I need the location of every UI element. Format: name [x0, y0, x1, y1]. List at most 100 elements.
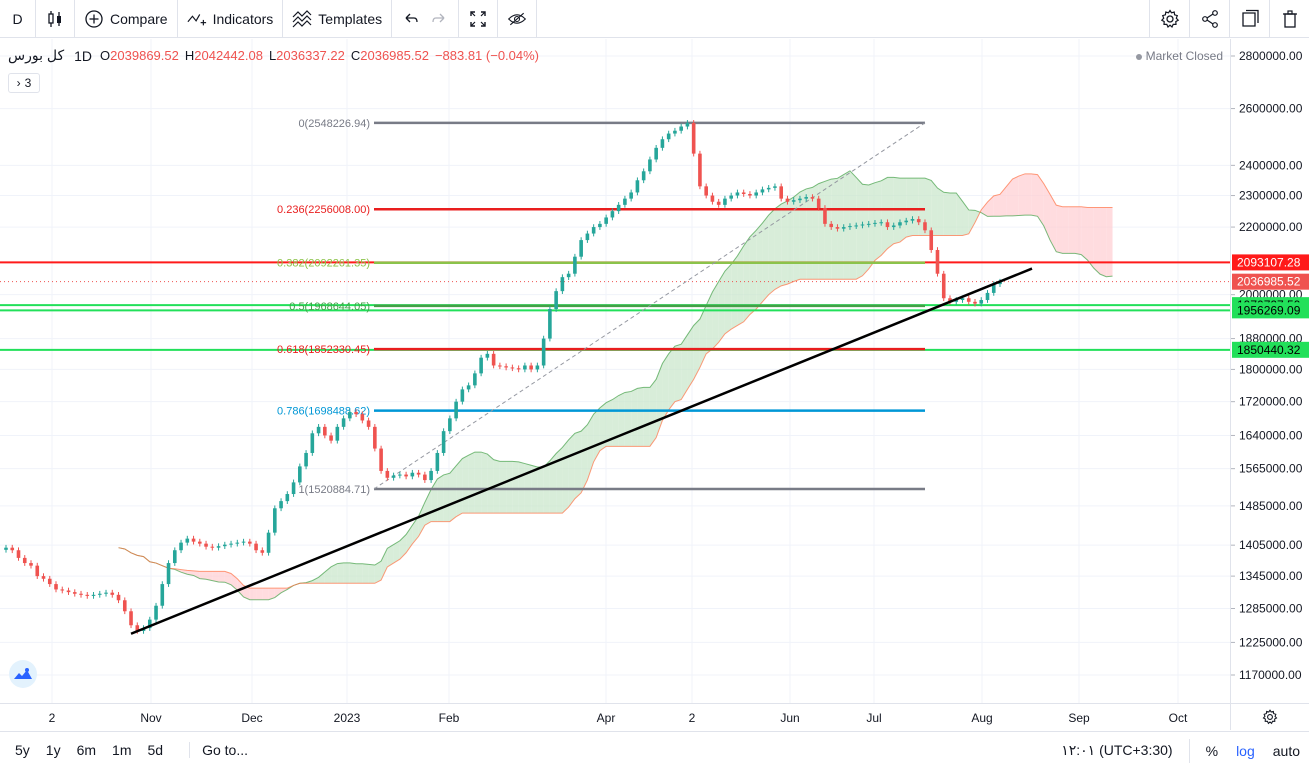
bottom-toolbar: 5y 1y 6m 1m 5d Go to... ۱۲:۰۱ (UTC+3:30)… — [0, 731, 1309, 768]
candle-body — [835, 227, 840, 229]
undo-button[interactable] — [392, 0, 425, 38]
candle-body — [979, 300, 984, 304]
cloud-segment — [793, 192, 800, 282]
cloud-segment — [849, 170, 857, 280]
tradingview-logo[interactable] — [9, 660, 37, 688]
time-tick-label: 2 — [49, 711, 56, 725]
goto-button[interactable]: Go to... — [189, 742, 248, 758]
share-button[interactable] — [1189, 0, 1229, 38]
cloud-segment — [599, 402, 607, 451]
candle-body — [673, 130, 677, 134]
chart-type-button[interactable] — [36, 0, 75, 38]
candlestick-series — [4, 120, 1002, 634]
indicators-toggle-button[interactable]: › 3 — [8, 73, 40, 93]
price-badge-label: 1850440.32 — [1237, 343, 1301, 357]
candle-body — [391, 475, 396, 478]
trend-line — [130, 267, 1033, 635]
cloud-segment — [449, 465, 457, 522]
percent-scale-button[interactable]: % — [1205, 742, 1219, 759]
templates-button[interactable]: Templates — [283, 0, 393, 38]
candle-body — [229, 543, 233, 545]
symbol-name[interactable]: کل بورس — [8, 47, 65, 63]
auto-scale-button[interactable]: auto — [1272, 742, 1300, 759]
fullscreen-button[interactable] — [459, 0, 499, 38]
chart-pane[interactable]: 0(2548226.94) 0.236(2256008.00) 0.382(2092… — [0, 39, 1230, 703]
candle-body — [97, 593, 102, 595]
candle-body — [266, 532, 271, 553]
cloud-segment — [1087, 207, 1094, 269]
candle-body — [754, 192, 758, 196]
time-tick-label: Sep — [1068, 711, 1090, 725]
redo-button[interactable] — [425, 0, 460, 38]
legend-change: −883.81 (−0.04%) — [434, 48, 540, 63]
time-axis[interactable]: 2 Nov Dec 2023 Feb Apr 2 Jun Jul Aug Sep Oct — [0, 703, 1230, 730]
indicators-button[interactable]: Indicators — [178, 0, 284, 38]
cloud-segment — [393, 540, 400, 564]
candle-body — [948, 298, 952, 302]
candle-body — [348, 412, 352, 419]
range-1y-button[interactable]: 1y — [45, 742, 61, 758]
cloud-segment — [387, 544, 394, 567]
cloud-segment — [399, 534, 407, 560]
range-5y-button[interactable]: 5y — [15, 742, 30, 758]
candle-body — [816, 198, 821, 208]
cloud-segment — [756, 223, 763, 310]
cloud-segment — [262, 588, 269, 600]
time-tick-label: Oct — [1169, 711, 1188, 725]
cloud-segment — [799, 188, 807, 280]
candle-body — [248, 541, 252, 544]
price-tick-label: 2300000.00 — [1239, 189, 1303, 203]
axis-settings-button[interactable] — [1230, 703, 1309, 730]
clear-button[interactable] — [1269, 0, 1309, 38]
gear-icon — [1160, 9, 1180, 29]
legend-high-label: H — [184, 48, 195, 63]
redo-icon — [429, 9, 449, 29]
price-tick-label: 1405000.00 — [1239, 538, 1303, 552]
compare-button[interactable]: Compare — [75, 0, 178, 38]
cloud-segment — [506, 461, 513, 514]
cloud-segment — [1056, 205, 1063, 254]
candle-body — [216, 546, 221, 548]
hide-drawings-button[interactable] — [498, 0, 538, 38]
candles-icon — [45, 9, 65, 29]
candle-body — [985, 292, 990, 301]
publish-button[interactable] — [1229, 0, 1269, 38]
price-tick-label: 2400000.00 — [1239, 158, 1303, 172]
interval-button[interactable]: D — [0, 0, 36, 38]
candle-body — [304, 452, 308, 467]
settings-button[interactable] — [1149, 0, 1189, 38]
log-scale-button[interactable]: log — [1236, 742, 1255, 759]
candle-body — [16, 550, 21, 558]
cloud-segment — [181, 569, 188, 575]
timezone-clock[interactable]: ۱۲:۰۱ (UTC+3:30) — [1061, 742, 1173, 758]
cloud-segment — [556, 447, 563, 514]
cloud-segment — [1106, 207, 1113, 277]
candle-body — [516, 368, 521, 370]
price-badge — [1232, 302, 1309, 319]
candle-body — [916, 219, 921, 223]
cloud-segment — [749, 230, 757, 315]
candle-body — [729, 195, 733, 199]
legend-low-value: 2036337.22 — [276, 48, 345, 63]
candle-body — [4, 547, 8, 550]
status-dot-icon — [1135, 53, 1142, 60]
price-badge — [1232, 273, 1309, 290]
cloud-segment — [681, 334, 688, 400]
range-1m-button[interactable]: 1m — [112, 742, 132, 758]
range-5d-button[interactable]: 5d — [147, 742, 164, 758]
cloud-segment — [206, 571, 213, 581]
fib-trend-line — [373, 122, 926, 490]
ichimoku-cloud — [118, 170, 1113, 601]
candle-body — [110, 592, 115, 595]
chart-canvas[interactable]: 0(2548226.94) 0.236(2256008.00) 0.382(2092… — [0, 39, 1230, 703]
candle-body — [154, 605, 158, 620]
candle-body — [779, 186, 783, 199]
series-legend: کل بورس 1D O 2039869.52 H 2042442.08 L 2036… — [8, 47, 545, 64]
indicators-count: 3 — [24, 76, 32, 90]
cloud-segment — [962, 201, 969, 236]
cloud-segment — [349, 562, 357, 584]
price-axis[interactable]: 2800000.00 2600000.00 2400000.00 2300000.00… — [1230, 39, 1309, 703]
cloud-segment — [637, 387, 644, 447]
cloud-segment — [268, 588, 275, 600]
range-6m-button[interactable]: 6m — [76, 742, 97, 758]
